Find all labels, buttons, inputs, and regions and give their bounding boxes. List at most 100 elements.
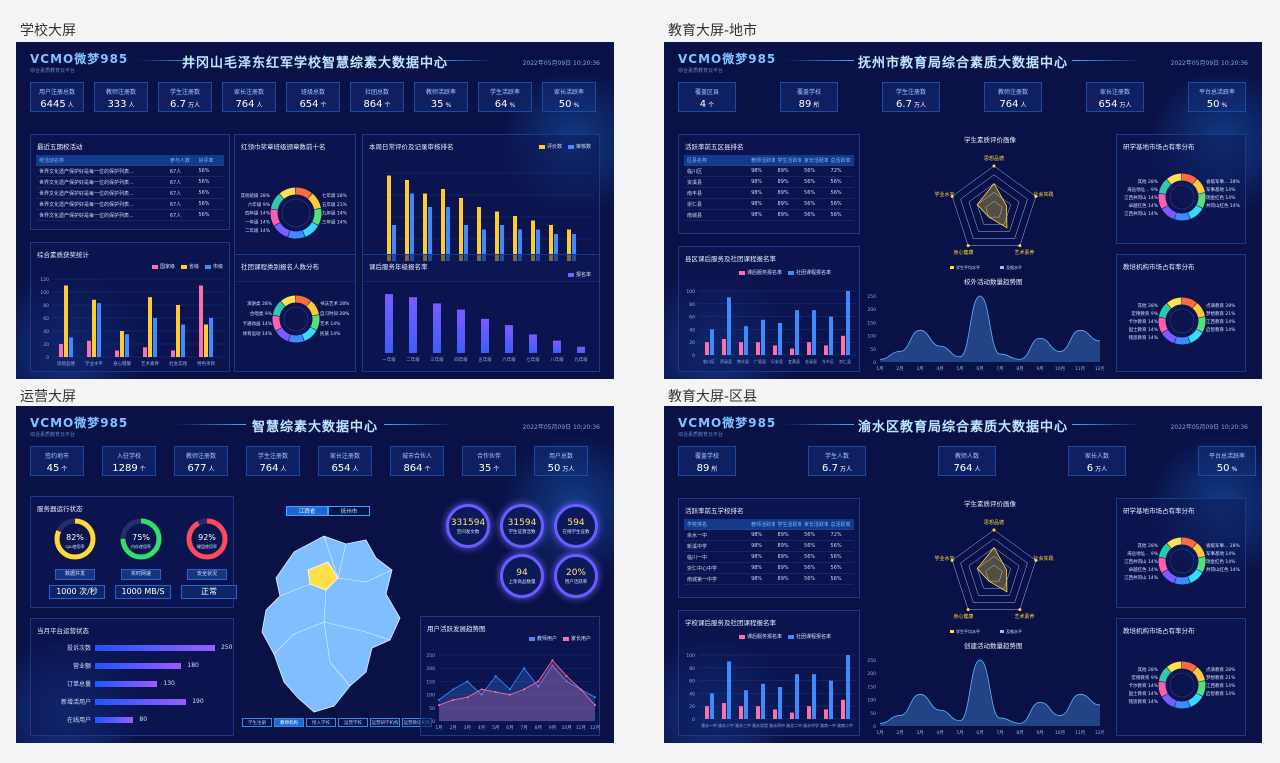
donut-segment (1187, 205, 1203, 219)
table-row[interactable]: 南丰县 98% 89% 56% 56% (684, 188, 854, 199)
service-bar (710, 693, 714, 719)
clubs-donut-chart: 演讲类 28% 书法艺术 28% 合唱类 9% 自习时间 28% 卡通动画 14% 艺术 … (243, 295, 350, 343)
service-bar (829, 316, 833, 355)
radar-ring (976, 192, 1012, 225)
service-bar (824, 345, 828, 355)
trend-line (879, 295, 1101, 360)
donut-label: 四年级 14% (245, 210, 271, 217)
kpi-value: 35 个 (478, 463, 500, 474)
y-tick: 20 (689, 340, 695, 346)
table-row[interactable]: 南城第一中学 98% 89% 56% 56% (684, 574, 854, 585)
map-btn-schools[interactable]: 接入学校 (306, 718, 336, 727)
donut-segment (1196, 192, 1206, 209)
kpi-label: 学生人数 (824, 453, 849, 460)
table-row[interactable]: 世界文化遗产保护好是每一位的保护列表... 67人 56% (36, 210, 224, 221)
donut-label: 书法艺术 28% (320, 300, 350, 307)
awards-bar (199, 285, 203, 357)
radar-ring (960, 538, 1028, 603)
table-row[interactable]: 资溪县 98% 89% 56% 56% (684, 177, 854, 188)
region-map[interactable] (254, 522, 414, 714)
map-btn-study-orgs[interactable]: 运营研学机构 (370, 718, 400, 727)
parent-series-area (439, 660, 595, 721)
radar-axis-dot (950, 558, 954, 562)
kpi-value: 864 个 (403, 463, 431, 474)
table-row[interactable]: 世界文化遗产保护好是每一位的保护列表... 67人 56% (36, 199, 224, 210)
gauge-label: 内存使用率 (131, 543, 151, 549)
x-tick: 3月 (916, 366, 923, 372)
map-btn-teachers[interactable]: 教师机构 (274, 718, 304, 727)
awards-bar (59, 344, 63, 357)
weekly-bar (554, 234, 558, 261)
table-row[interactable]: 新溪中学 98% 89% 56% 56% (684, 541, 854, 552)
kpi-label: 家长注册数 (1099, 89, 1130, 96)
donut-label: 其他 28% (1138, 302, 1159, 309)
table-row[interactable]: 余水一中 98% 89% 56% 72% (684, 530, 854, 541)
donut-segment (1174, 576, 1191, 585)
service-bar (705, 706, 709, 719)
kpi-card: 学生注册数 764 人 (246, 446, 300, 476)
trend-area-chart: 250 200 150 100 50 01月 2月 3月 4月 5月 6月 7月 8月 9月 10月 11月 1… (867, 294, 1104, 372)
donut-label: 启智教育 14% (1206, 690, 1236, 697)
teacher-series-point (466, 680, 469, 683)
x-tick: 三年级 (430, 356, 444, 363)
tab-city[interactable]: 抚州市 (328, 506, 370, 516)
x-tick: 5月 (956, 730, 963, 736)
y-tick: 20 (43, 342, 49, 348)
awards-bar (69, 337, 73, 357)
service-bar (841, 335, 845, 355)
panel-title: 课后服务年级报名率 (369, 263, 428, 271)
donut-segment (1187, 693, 1203, 707)
y-tick: 250 (426, 653, 435, 659)
county-dashboard: VCMO微梦985 综合素质教育云平台 渝水区教育局综合素质大数据中心 2022年… (664, 406, 1262, 743)
x-tick: 渝南一中 (820, 722, 836, 728)
grade-bar (529, 334, 537, 353)
awards-bar (209, 318, 213, 357)
table-row[interactable]: 世界文化遗产保护好是每一位的保护列表... 67人 56% (36, 166, 224, 177)
kpi-value: 764 人 (953, 463, 981, 474)
radar-axis-label: 艺术素养 (1015, 249, 1035, 256)
y-tick: 0 (873, 724, 876, 730)
service-bar (795, 674, 799, 719)
service-bar (744, 326, 748, 355)
service-bar (841, 699, 845, 719)
donut-inner-ring (1169, 548, 1195, 574)
x-tick: 10月 (1055, 730, 1065, 736)
kpi-card: 平台总活跃率 50% (1188, 82, 1246, 112)
y-tick: 0 (432, 719, 435, 725)
table-row[interactable]: 临川区 98% 89% 56% 72% (684, 166, 854, 177)
radar-axis-dot (1018, 244, 1022, 248)
stat-bubble: 31594 学生证激活数 (500, 504, 544, 548)
table-row[interactable]: 世界文化遗产保护好是每一位的保护列表... 67人 56% (36, 188, 224, 199)
table-row[interactable]: 崇仁中心中学 98% 89% 56% 56% (684, 563, 854, 574)
weekly-bar (387, 175, 391, 261)
donut-segment (1166, 173, 1182, 185)
map-btn-students[interactable]: 学生注册 (242, 718, 272, 727)
table-row[interactable]: 南城县 98% 89% 56% 56% (684, 210, 854, 221)
weekly-bar (567, 229, 571, 261)
section-label-ops: 运营大屏 (20, 389, 76, 405)
map-btn-op-schools[interactable]: 运营学校 (338, 718, 368, 727)
donut-segment (272, 315, 282, 331)
radar-axis-label: 思想品德 (984, 155, 1004, 162)
table-row[interactable]: 临川一中 98% 89% 56% 56% (684, 552, 854, 563)
kpi-label: 教师注册数 (185, 453, 216, 460)
service-bar-chart: 100 80 60 40 20 0 渝水一中 渝水二中 渝水三中 渝水实验 渝水四中 渝北二中 渝水中学… (686, 653, 857, 728)
y-tick: 80 (689, 302, 695, 308)
x-tick: 东乡区 (822, 358, 834, 364)
parent-series-point (452, 698, 455, 701)
y-tick: 150 (867, 684, 876, 690)
y-tick: 0 (692, 717, 695, 723)
panel-title: 活跃率前五学校排名 (685, 507, 744, 515)
tab-province[interactable]: 江西省 (286, 506, 328, 516)
donut-segment (280, 295, 296, 307)
grade-bar (409, 297, 417, 353)
x-tick: 4月 (936, 366, 943, 372)
service-bar (824, 709, 828, 719)
y-tick: 100 (867, 334, 876, 340)
gauge: 75%内存使用率 (120, 518, 162, 560)
kpi-value: 654 人 (331, 463, 359, 474)
table-row[interactable]: 世界文化遗产保护好是每一位的保护列表... 67人 56% (36, 177, 224, 188)
kpi-card: 平台总活跃率 50% (1198, 446, 1256, 476)
kpi-card: 教师注册数 333 人 (94, 82, 148, 112)
table-row[interactable]: 崇仁县 98% 89% 56% 56% (684, 199, 854, 210)
